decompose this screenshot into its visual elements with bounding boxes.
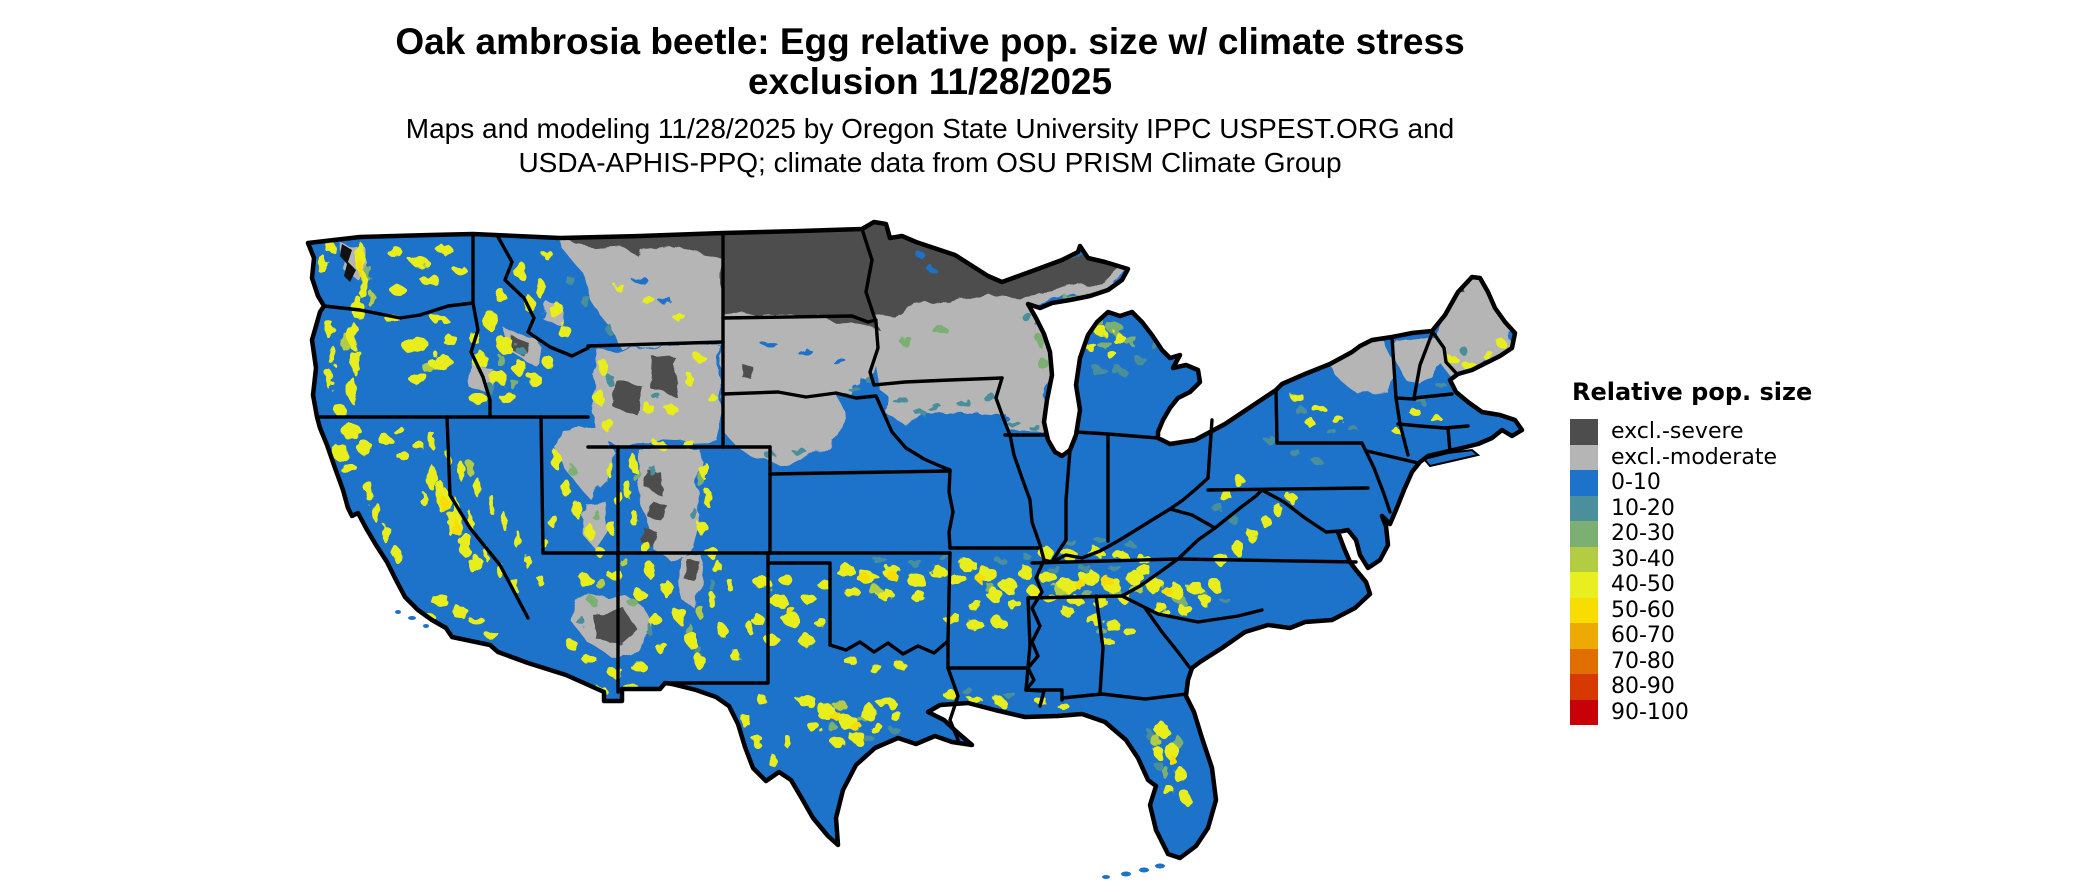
us-outline bbox=[305, 219, 1525, 861]
subtitle-line-1: Maps and modeling 11/28/2025 by Oregon S… bbox=[405, 113, 1455, 144]
puget-sound bbox=[340, 244, 356, 282]
legend-swatch-20-30-icon bbox=[1570, 521, 1598, 547]
title-line-2: exclusion 11/28/2025 bbox=[747, 61, 1113, 102]
legend-label: excl.-moderate bbox=[1611, 444, 1777, 470]
legend-item: 10-20 bbox=[1570, 495, 1890, 521]
legend-items: excl.-severe excl.-moderate 0-10 10-20 2… bbox=[1570, 419, 1890, 725]
legend-item: 40-50 bbox=[1570, 572, 1890, 598]
river-valleys bbox=[632, 252, 1010, 425]
subtitle-line-2: USDA-APHIS-PPQ; climate data from OSU PR… bbox=[518, 147, 1342, 178]
state-borders bbox=[315, 227, 1470, 742]
legend-label: 30-40 bbox=[1611, 546, 1675, 572]
legend-swatch-excl-severe-icon bbox=[1570, 419, 1598, 445]
page-subtitle: Maps and modeling 11/28/2025 by Oregon S… bbox=[230, 112, 1630, 180]
legend-label: 10-20 bbox=[1611, 495, 1675, 521]
legend-label: excl.-severe bbox=[1611, 419, 1744, 445]
legend-label: 0-10 bbox=[1611, 470, 1661, 496]
legend-item: 80-90 bbox=[1570, 674, 1890, 700]
legend-item: 30-40 bbox=[1570, 546, 1890, 572]
map-legend: Relative pop. size excl.-severe excl.-mo… bbox=[1570, 378, 1890, 725]
legend-label: 50-60 bbox=[1611, 597, 1675, 623]
legend-item: excl.-moderate bbox=[1570, 444, 1890, 470]
speckles-gold bbox=[357, 260, 1176, 765]
legend-item: excl.-severe bbox=[1570, 419, 1890, 445]
legend-swatch-80-90-icon bbox=[1570, 674, 1598, 700]
legend-swatch-0-10-icon bbox=[1570, 470, 1598, 496]
legend-swatch-10-20-icon bbox=[1570, 495, 1598, 521]
legend-item: 70-80 bbox=[1570, 648, 1890, 674]
legend-item: 60-70 bbox=[1570, 623, 1890, 649]
legend-swatch-excl-moderate-icon bbox=[1570, 444, 1598, 470]
speckles-yellowgreen bbox=[341, 292, 1160, 746]
legend-item: 0-10 bbox=[1570, 470, 1890, 496]
legend-label: 60-70 bbox=[1611, 623, 1675, 649]
legend-swatch-50-60-icon bbox=[1570, 597, 1598, 623]
legend-swatch-40-50-icon bbox=[1570, 572, 1598, 598]
legend-swatch-90-100-icon bbox=[1570, 699, 1598, 725]
page-title: Oak ambrosia beetle: Egg relative pop. s… bbox=[230, 22, 1630, 102]
legend-swatch-70-80-icon bbox=[1570, 648, 1598, 674]
legend-item: 90-100 bbox=[1570, 699, 1890, 725]
legend-label: 80-90 bbox=[1611, 674, 1675, 700]
legend-title: Relative pop. size bbox=[1572, 378, 1813, 406]
legend-swatch-30-40-icon bbox=[1570, 546, 1598, 572]
legend-label: 20-30 bbox=[1611, 521, 1675, 547]
legend-item: 20-30 bbox=[1570, 521, 1890, 547]
legend-label: 40-50 bbox=[1611, 572, 1675, 598]
title-line-1: Oak ambrosia beetle: Egg relative pop. s… bbox=[395, 21, 1465, 62]
legend-item: 50-60 bbox=[1570, 597, 1890, 623]
legend-swatch-60-70-icon bbox=[1570, 623, 1598, 649]
legend-label: 70-80 bbox=[1611, 648, 1675, 674]
legend-label: 90-100 bbox=[1611, 699, 1689, 725]
